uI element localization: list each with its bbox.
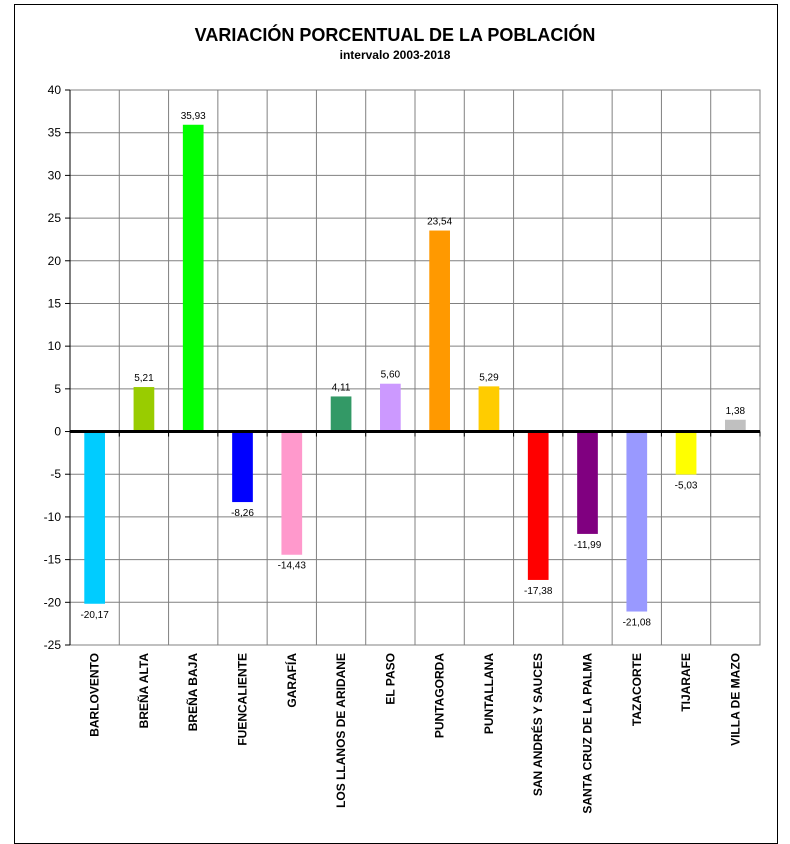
y-tick-label: -5 — [50, 467, 61, 481]
data-label: -17,38 — [524, 586, 553, 597]
y-tick-label: 10 — [48, 339, 62, 353]
data-label: 4,11 — [332, 382, 351, 393]
category-label: BREÑA BAJA — [185, 653, 200, 732]
category-label: PUNTAGORDA — [433, 653, 447, 738]
category-label: EL PASO — [383, 653, 397, 705]
y-tick-label: 5 — [54, 382, 61, 396]
y-tick-label: -20 — [44, 595, 62, 609]
bar — [725, 419, 746, 432]
data-label: -14,43 — [278, 561, 307, 572]
bar — [380, 383, 401, 432]
data-label: 35,93 — [181, 111, 206, 122]
bar — [626, 431, 648, 612]
y-tick-label: 15 — [48, 296, 62, 310]
category-label: SAN ANDRÉS Y SAUCES — [530, 653, 545, 796]
category-label: FUENCALIENTE — [236, 653, 250, 746]
data-label: -8,26 — [231, 508, 254, 519]
category-label: GARAFÍA — [284, 653, 299, 708]
category-label: TIJARAFE — [679, 653, 693, 712]
y-tick-label: 35 — [48, 126, 62, 140]
y-tick-label: 25 — [48, 211, 62, 225]
y-tick-label: 30 — [48, 168, 62, 182]
bar — [577, 431, 598, 534]
data-label: -11,99 — [574, 540, 602, 551]
data-label: 5,60 — [381, 370, 401, 381]
bar — [281, 431, 303, 555]
y-tick-label: 20 — [48, 254, 62, 268]
bar — [429, 230, 450, 432]
y-tick-label: -10 — [44, 510, 62, 524]
bar — [84, 431, 105, 604]
bar — [133, 387, 155, 432]
data-label: 23,54 — [427, 217, 452, 228]
category-label: BREÑA ALTA — [136, 653, 151, 729]
category-label: TAZACORTE — [630, 653, 644, 726]
data-label: 1,38 — [726, 406, 746, 417]
category-label: PUNTALLANA — [482, 653, 496, 734]
category-label: SANTA CRUZ DE LA PALMA — [581, 653, 595, 814]
category-label: BARLOVENTO — [88, 653, 102, 737]
category-label: VILLA DE MAZO — [728, 653, 742, 746]
bar — [182, 124, 204, 432]
data-label: 5,29 — [479, 372, 499, 383]
chart-subtitle: intervalo 2003-2018 — [339, 48, 451, 62]
data-label: -21,08 — [623, 618, 652, 629]
bar — [232, 431, 253, 503]
data-label: -5,03 — [675, 480, 698, 491]
bar — [675, 431, 697, 475]
y-tick-label: -15 — [44, 553, 62, 567]
data-label: -20,17 — [80, 610, 109, 621]
bar — [527, 431, 549, 580]
y-tick-label: 0 — [54, 425, 61, 439]
y-tick-label: 40 — [48, 83, 62, 97]
y-tick-label: -25 — [44, 638, 62, 652]
chart-title: VARIACIÓN PORCENTUAL DE LA POBLACIÓN — [194, 25, 596, 45]
data-label: 5,21 — [134, 373, 154, 384]
bar — [330, 396, 352, 432]
category-label: LOS LLANOS DE ARIDANE — [334, 653, 348, 808]
bar — [478, 386, 500, 432]
